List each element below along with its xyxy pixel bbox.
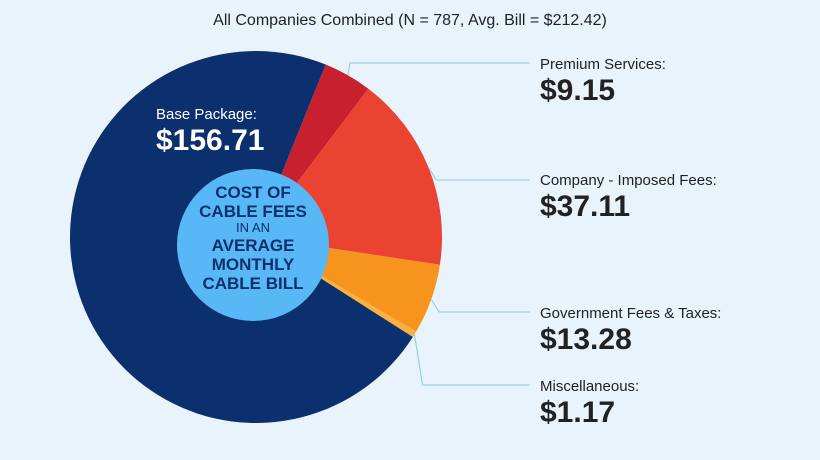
label-government-fees: Government Fees & Taxes: $13.28 <box>540 306 721 355</box>
label-premium-services: Premium Services: $9.15 <box>540 57 666 106</box>
chart-title: All Companies Combined (N = 787, Avg. Bi… <box>213 12 607 29</box>
label-company-name: Company - Imposed Fees: <box>540 172 717 189</box>
label-premium-name: Premium Services: <box>540 56 666 73</box>
leader-line-misc <box>414 334 530 386</box>
center-line-3: IN AN <box>236 220 270 236</box>
center-line-1: COST OF <box>215 183 291 202</box>
leader-line-company <box>427 166 530 181</box>
leader-line-government <box>430 299 530 313</box>
label-premium-value: $9.15 <box>540 74 616 107</box>
center-caption: COST OF CABLE FEES IN AN AVERAGE MONTHLY… <box>183 183 323 293</box>
label-company-fees: Company - Imposed Fees: $37.11 <box>540 173 717 222</box>
label-misc-value: $1.17 <box>540 396 616 429</box>
label-base-value: $156.71 <box>156 124 265 157</box>
label-government-value: $13.28 <box>540 323 632 356</box>
label-base-name: Base Package: <box>156 106 257 123</box>
label-misc-name: Miscellaneous: <box>540 378 640 395</box>
leader-line-premium <box>347 62 530 76</box>
center-line-6: CABLE BILL <box>202 273 304 293</box>
center-line-5: MONTHLY <box>211 254 295 274</box>
center-line-4: AVERAGE <box>211 235 295 255</box>
label-company-value: $37.11 <box>540 190 631 223</box>
label-miscellaneous: Miscellaneous: $1.17 <box>540 379 639 428</box>
center-line-2: CABLE FEES <box>199 202 307 222</box>
center-circle <box>177 169 329 321</box>
label-base-package: Base Package: $156.71 <box>156 107 264 156</box>
label-government-name: Government Fees & Taxes: <box>540 305 722 322</box>
